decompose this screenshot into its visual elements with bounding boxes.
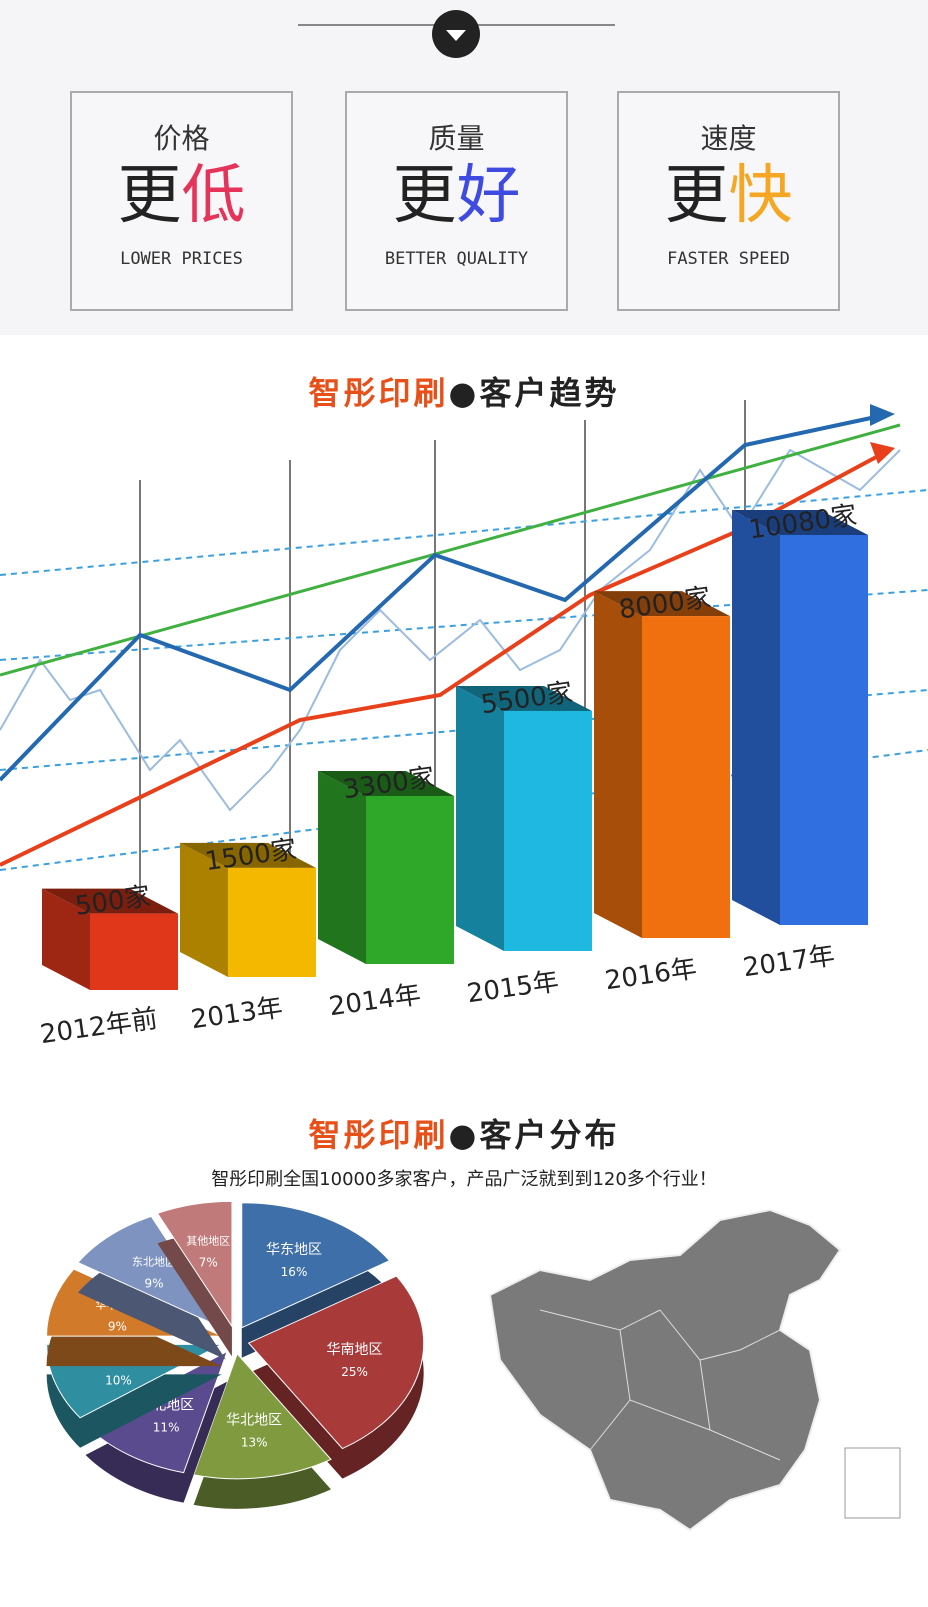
x-tick-label: 2013年	[189, 993, 284, 1036]
feature-box: 质量 更好 BETTER QUALITY	[345, 91, 568, 311]
slice-value: 10%	[105, 1373, 132, 1387]
x-tick-label: 2016年	[603, 954, 698, 997]
slice	[241, 1202, 391, 1329]
feature-lead: 更	[117, 159, 182, 233]
slice-label: 华东地区	[266, 1242, 322, 1258]
slice-value: 7%	[199, 1256, 218, 1270]
slice	[77, 1215, 228, 1331]
bar	[366, 795, 454, 964]
feature-label: 速度	[700, 122, 757, 155]
feature-lead: 更	[664, 159, 729, 233]
trend-chart: 500家2012年前1500家2013年3300家2014年5500家2015年…	[0, 400, 928, 1050]
bar-top	[180, 842, 316, 868]
x-tick-label: 2017年	[741, 941, 836, 984]
slice-value: 9%	[108, 1319, 127, 1333]
bar	[228, 867, 316, 977]
feature-english: BETTER QUALITY	[384, 249, 529, 269]
slice-label: 其他地区	[186, 1235, 230, 1248]
feature-english: LOWER PRICES	[120, 249, 243, 269]
bar-top	[318, 770, 454, 796]
bar-top	[456, 685, 592, 711]
features-section: 价格 更低 LOWER PRICES 质量 更好 BETTER QUALITY 速度 更快 FA…	[0, 0, 928, 335]
bar-side	[456, 685, 504, 951]
slice	[247, 1275, 425, 1450]
bar-top	[732, 510, 868, 535]
feature-english: FASTER SPEED	[667, 249, 790, 269]
slice-value: 16%	[281, 1265, 308, 1279]
bar-side	[594, 591, 642, 938]
bar-side	[42, 888, 90, 990]
slice-label: 华南地区	[327, 1342, 383, 1358]
bar-side	[318, 770, 366, 964]
pie-chart: 华东地区16%华南地区25%华北地区13%西北地区11%西南地区10%华中地区9…	[46, 1200, 425, 1509]
map	[488, 1208, 901, 1532]
bar-top	[42, 888, 178, 914]
dist-title: 智彤印刷●客户分布	[0, 1110, 928, 1156]
feature-label: 价格	[153, 122, 210, 155]
trend-title: 智彤印刷●客户趋势	[0, 368, 928, 414]
slice-label: 华北地区	[226, 1412, 282, 1428]
title-brand: 智彤印刷	[308, 1116, 449, 1154]
feature-heading: 更快	[619, 157, 838, 235]
feature-label: 质量	[428, 122, 485, 155]
bar	[642, 616, 730, 938]
title-text: ●客户分布	[448, 1116, 620, 1154]
feature-box: 价格 更低 LOWER PRICES	[70, 91, 293, 311]
bar-side	[732, 510, 780, 925]
bar	[504, 710, 592, 951]
divider	[298, 10, 615, 58]
feature-accent: 低	[181, 159, 246, 233]
dist-subtitle: 智彤印刷全国10000多家客户，产品广泛就到到120多个行业！	[211, 1169, 717, 1190]
bar	[780, 535, 868, 925]
bar	[90, 913, 178, 990]
slice-value: 25%	[341, 1365, 368, 1379]
slice-value: 13%	[241, 1435, 268, 1449]
feature-box: 速度 更快 FASTER SPEED	[617, 91, 840, 311]
x-tick-label: 2015年	[465, 967, 560, 1010]
feature-accent: 快	[728, 159, 793, 233]
slice-label: 东北地区	[132, 1255, 176, 1268]
slice-value: 9%	[144, 1276, 163, 1290]
title-brand: 智彤印刷	[308, 374, 449, 412]
feature-lead: 更	[392, 159, 457, 233]
slice-value: 11%	[153, 1421, 180, 1435]
feature-heading: 更好	[347, 157, 566, 235]
slice	[192, 1352, 332, 1480]
feature-heading: 更低	[72, 157, 291, 235]
bar-side	[180, 842, 228, 977]
bar-top	[594, 591, 730, 617]
slice	[156, 1200, 233, 1329]
feature-accent: 好	[456, 159, 521, 233]
title-text: ●客户趋势	[448, 374, 620, 412]
x-tick-label: 2014年	[327, 980, 422, 1023]
x-tick-label: 2012年前	[38, 1004, 159, 1050]
